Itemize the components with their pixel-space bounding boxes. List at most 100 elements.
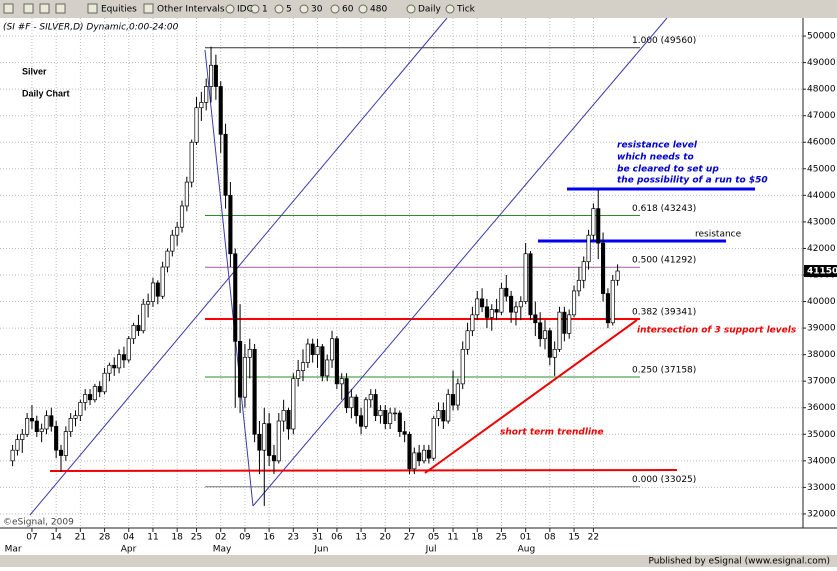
candle-body [378,410,383,417]
x-tick-label: 20 [380,533,392,543]
x-tick-label: 08 [544,533,556,543]
candle-body [126,338,131,361]
candle-body [165,250,170,268]
candle-body [97,386,102,393]
axes: 32000 33000 34000 35000 36000 37000 38000 39000… [5,32,837,555]
candle-body [78,402,83,417]
toolbar-item[interactable]: 30 [311,5,323,15]
candle-body [470,314,475,332]
x-tick-label: 14 [50,533,62,543]
y-tick-label: 39000 [807,324,836,334]
toolbar-item[interactable]: 60 [342,5,354,15]
candle-body [20,433,25,440]
candle-body [615,270,620,281]
icon[interactable] [299,4,309,14]
candle-body [44,415,49,430]
candle-body [499,287,504,313]
candle-body [450,394,456,406]
y-tick-label: 42000 [807,244,836,254]
candle-body [605,293,610,324]
icon[interactable] [3,3,14,14]
candle-body [170,234,175,252]
y-tick-label: 50000 [807,32,836,42]
x-tick-label: 04 [123,533,135,543]
toolbar-item[interactable]: Other Intervals [157,5,225,15]
month-label: Jun [313,545,328,555]
candle-body [141,303,146,332]
toolbar-item[interactable]: 480 [370,5,387,15]
channel-line [29,17,448,516]
fib-label: 0.382 (39341) [632,308,696,318]
x-tick-label: 28 [99,533,111,543]
candle-body [392,412,398,415]
copyright: ©eSignal, 2009 [3,518,74,528]
candle-body [102,372,107,393]
footer: Published by eSignal (www.esignal.com) [648,557,830,567]
candle-body [247,348,252,358]
x-tick-label: 16 [263,533,275,543]
candle-body [315,346,320,355]
icon[interactable] [225,4,235,14]
x-tick-label: 02 [215,533,226,543]
candle-body [10,449,15,462]
candle-body [83,394,88,403]
candle-body [329,338,335,361]
toolbar-item[interactable]: Tick [456,5,476,15]
month-label: Mar [5,545,22,555]
toolbar-item[interactable]: 5 [286,5,292,15]
x-tick-label: 05 [428,533,439,543]
toolbar-item[interactable]: Daily [418,5,441,15]
candle-body [213,64,218,87]
candle-body [513,306,519,313]
channel-line [252,17,668,507]
candle-body [596,208,601,244]
y-tick-label: 48000 [807,85,836,95]
candle-body [15,439,20,451]
icon[interactable] [330,4,340,14]
icon[interactable] [406,4,416,14]
y-tick-label: 46000 [807,138,836,148]
icon[interactable] [55,3,66,14]
candle-body [368,394,373,401]
candle-body [509,295,514,313]
icon[interactable] [445,4,455,14]
candle-body [460,348,465,385]
toolbar-item[interactable]: Equities [101,5,137,15]
candle-body [441,410,446,422]
icon[interactable] [23,3,34,14]
fib-label: 0.000 (33025) [632,475,696,485]
candle-body [291,378,296,430]
last-price: 41150 [807,267,837,277]
x-tick-label: 31 [312,533,323,543]
candle-body [562,311,567,334]
toolbar-item[interactable]: 1 [262,5,268,15]
candle-body [179,205,185,228]
month-label: Jul [425,545,437,555]
x-tick-label: 06 [331,533,343,543]
candle-body [552,348,557,358]
candle-body [257,433,262,451]
candle-body [455,383,460,406]
candle-body [194,107,199,143]
fib-label: 1.000 (49560) [632,36,696,46]
candle-body [150,282,156,302]
icon[interactable] [87,3,98,14]
x-tick-label: 18 [171,533,183,543]
icon[interactable] [250,4,260,14]
candle-body [407,433,412,470]
candle-body [354,396,359,417]
swing-line [204,49,254,507]
candle-body [586,234,591,263]
candle-body [571,290,577,316]
icon[interactable] [358,4,368,14]
candle-body [267,423,272,456]
icon[interactable] [39,3,50,14]
toolbar-item[interactable]: IDC [237,5,253,15]
icon[interactable] [143,3,154,14]
note-line: be cleared to set up [617,165,719,175]
candle-body [271,455,277,462]
candle-body [591,208,596,236]
icon[interactable] [274,4,284,14]
candle-body [73,415,78,419]
